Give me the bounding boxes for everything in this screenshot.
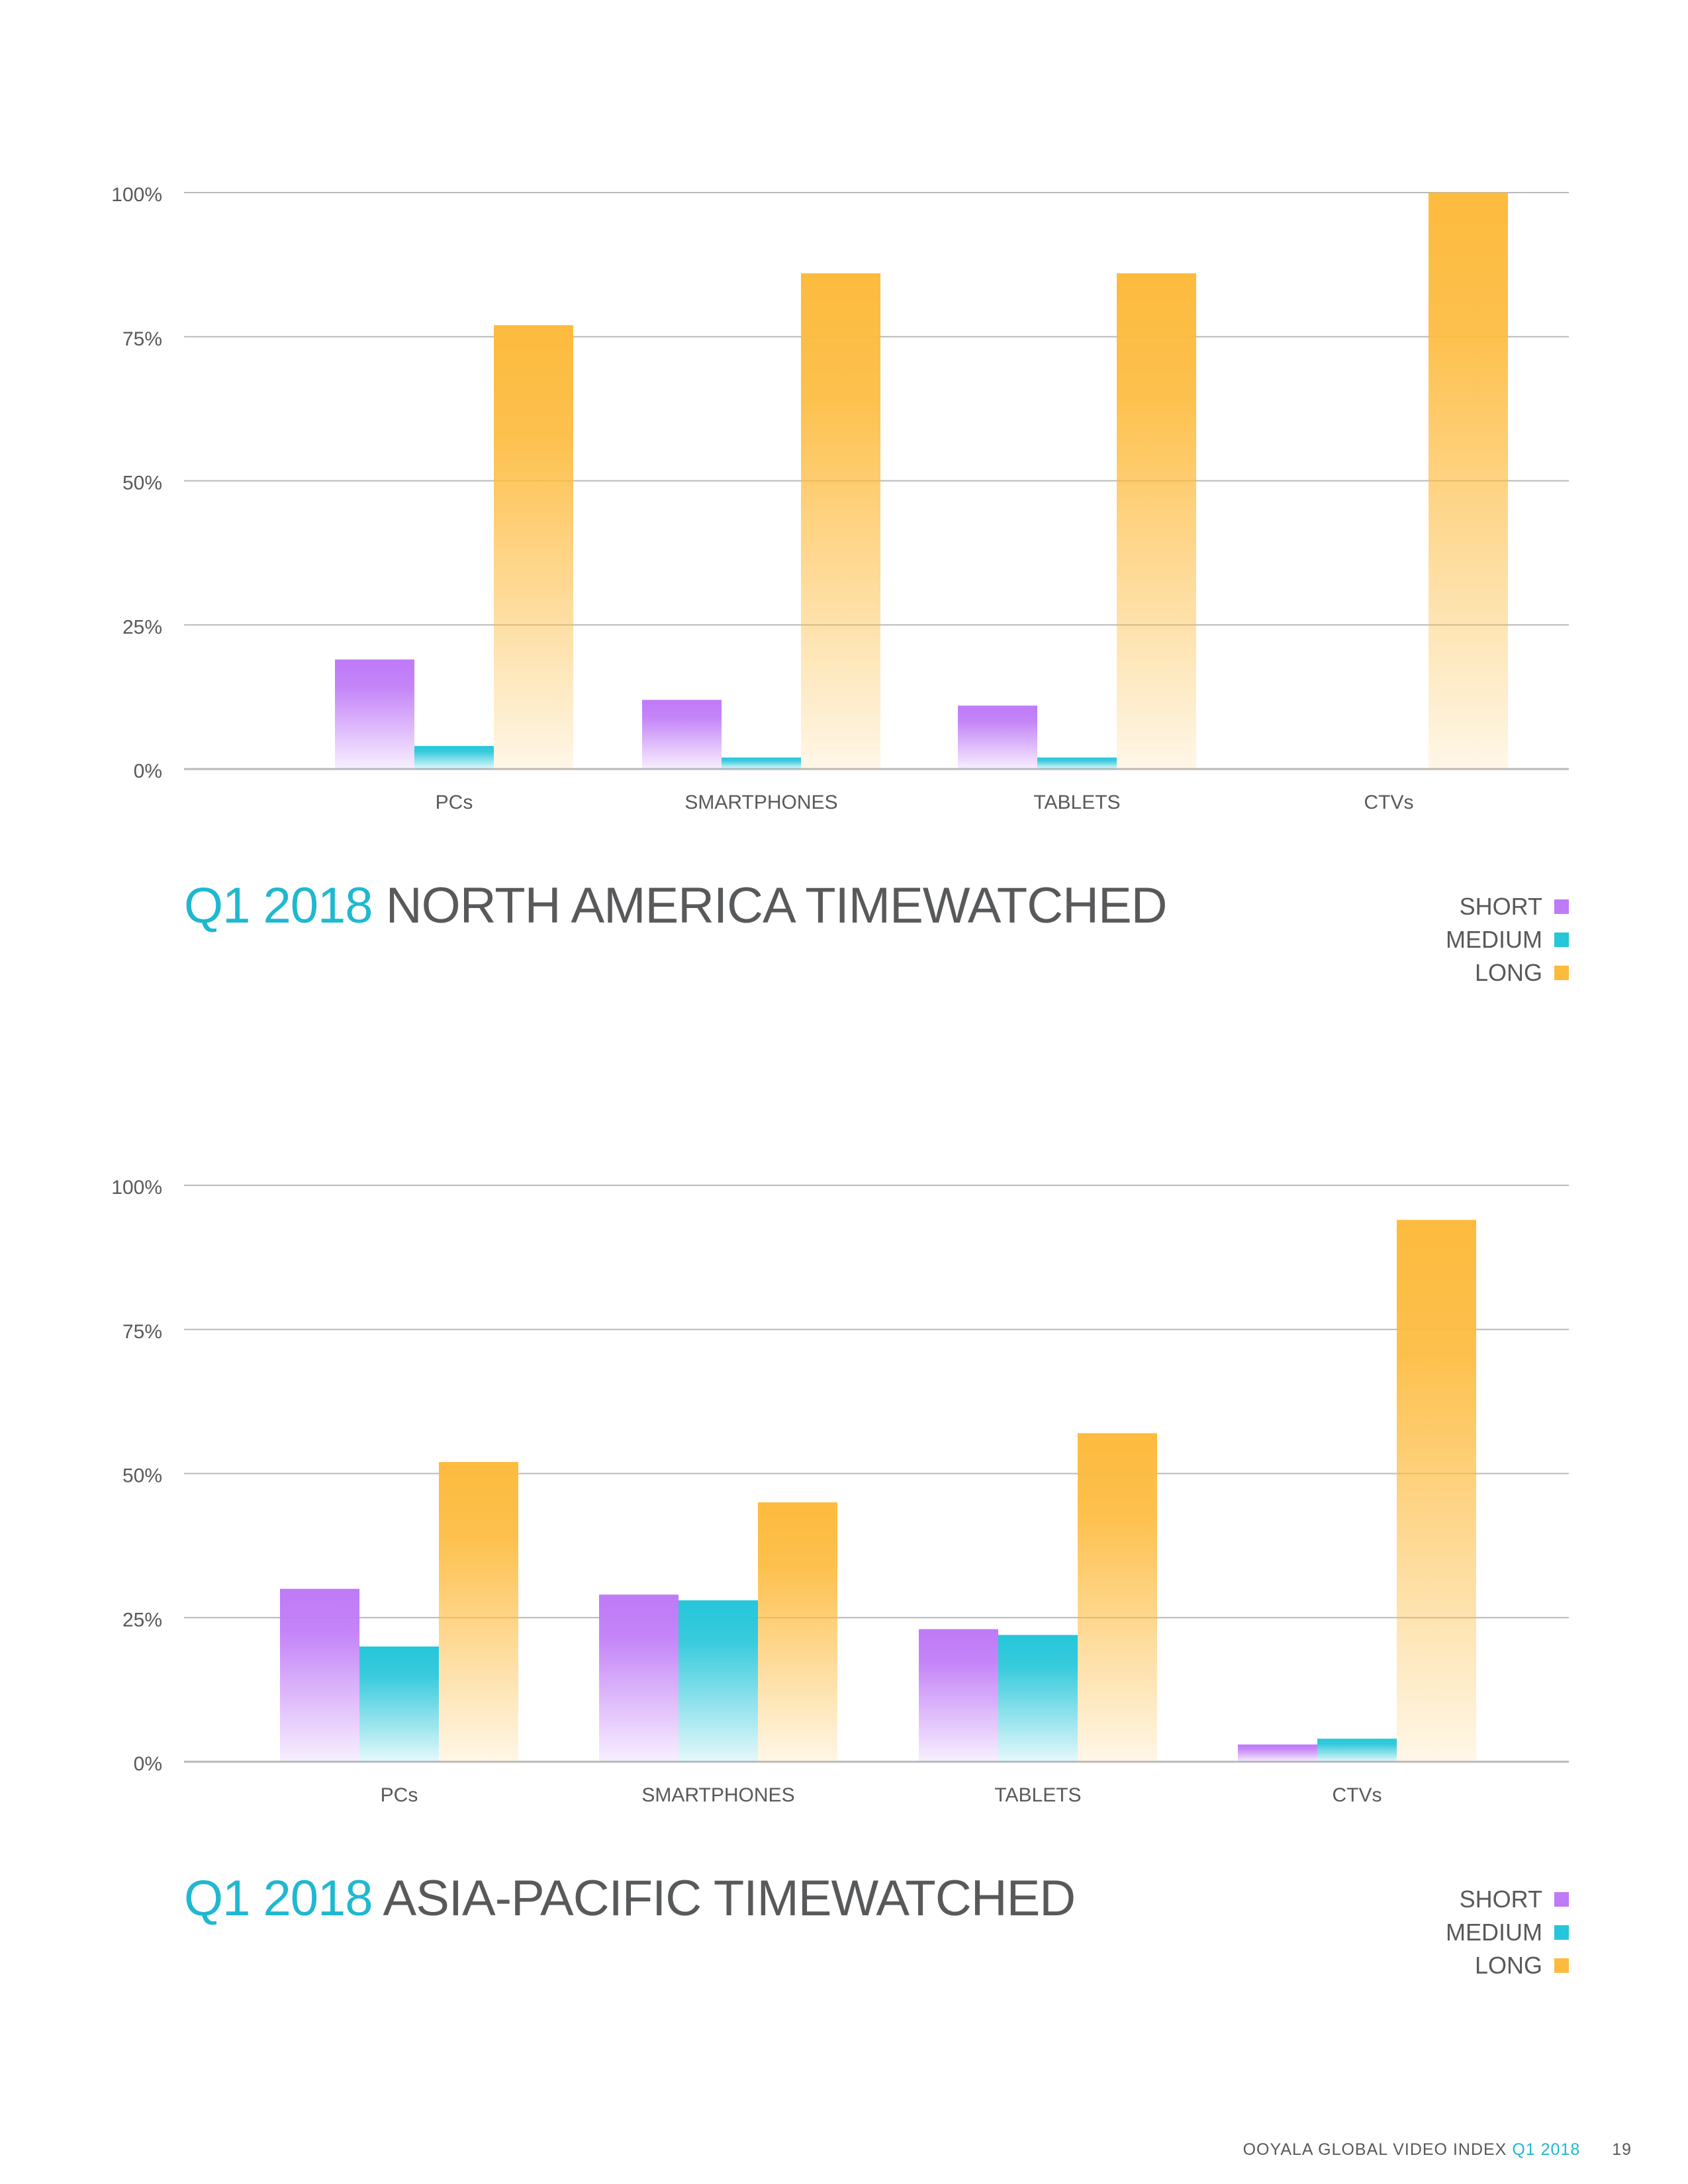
bar-tablets-short [958, 705, 1037, 769]
asia-pacific-chart: 0% 25% 50% 75% 100% PCs SMARTPHONES TABLETS CTVs… [0, 993, 1688, 2025]
bar-tablets-medium [1037, 757, 1117, 769]
bar-tablets-long [1117, 273, 1196, 769]
legend-swatch-long [1554, 1958, 1569, 1973]
legend-item-medium: MEDIUM [1446, 1916, 1569, 1949]
north-america-chart: 0% 25% 50% 75% 100% PCs SMARTPHONES TABLETS CTVs… [0, 0, 1688, 1032]
north-america-chart-title: Q1 2018 NORTH AMERICA TIMEWATCHED [184, 877, 1168, 934]
legend-item-short: SHORT [1460, 890, 1569, 923]
bar-tablets-medium [998, 1635, 1078, 1762]
page-footer: OOYALA GLOBAL VIDEO INDEX Q1 2018 19 [1243, 2140, 1632, 2160]
x-tick-label: SMARTPHONES [641, 1784, 794, 1806]
legend-item-long: LONG [1475, 956, 1569, 989]
x-tick-label: CTVs [1333, 1784, 1382, 1806]
bar-pcs-long [439, 1462, 518, 1762]
legend-swatch-medium [1554, 933, 1569, 947]
bar-pcs-medium [414, 746, 494, 769]
asia-pacific-title-accent: Q1 2018 [184, 1870, 373, 1927]
y-tick-label: 50% [122, 473, 162, 494]
north-america-title-accent: Q1 2018 [184, 878, 373, 934]
legend-swatch-long [1554, 966, 1569, 980]
x-tick-label: TABLETS [994, 1784, 1081, 1806]
bar-ctvs-short [1238, 1744, 1317, 1762]
y-tick-label: 0% [134, 1753, 162, 1775]
bar-ctvs-long [1429, 193, 1508, 769]
y-tick-label: 100% [111, 1177, 162, 1199]
bar-ctvs-medium [1317, 1739, 1397, 1762]
legend-swatch-short [1554, 899, 1569, 914]
legend-swatch-medium [1554, 1925, 1569, 1940]
page-number: 19 [1612, 2140, 1632, 2159]
legend-swatch-short [1554, 1892, 1569, 1907]
y-tick-label: 25% [122, 1609, 162, 1631]
legend-item-medium: MEDIUM [1446, 923, 1569, 956]
x-tick-label: TABLETS [1033, 792, 1120, 813]
y-tick-label: 0% [134, 760, 162, 782]
bar-smartphones-long [801, 273, 880, 769]
legend-label-long: LONG [1474, 959, 1542, 986]
asia-pacific-chart-title: Q1 2018 ASIA-PACIFIC TIMEWATCHED [184, 1870, 1076, 1927]
north-america-title-rest: NORTH AMERICA TIMEWATCHED [385, 878, 1168, 934]
legend-item-long: LONG [1475, 1949, 1569, 1982]
footer-edition: Q1 2018 [1512, 2140, 1581, 2159]
x-tick-label: PCs [436, 792, 473, 813]
x-tick-label: SMARTPHONES [684, 792, 837, 813]
y-tick-label: 75% [122, 1321, 162, 1343]
asia-pacific-bar-chart: 0% 25% 50% 75% 100% PCs SMARTPHONES TABLETS CTVs [111, 1177, 1569, 1806]
asia-pacific-title-rest: ASIA-PACIFIC TIMEWATCHED [383, 1870, 1076, 1927]
bar-ctvs-long [1397, 1220, 1476, 1762]
y-tick-label: 50% [122, 1465, 162, 1487]
x-tick-label: PCs [381, 1784, 418, 1806]
legend-label-medium: MEDIUM [1446, 1919, 1542, 1946]
legend-item-short: SHORT [1460, 1883, 1569, 1916]
x-tick-label: CTVs [1364, 792, 1414, 813]
bar-pcs-short [280, 1588, 359, 1762]
asia-pacific-legend: SHORT MEDIUM LONG [1446, 1883, 1569, 1982]
north-america-legend: SHORT MEDIUM LONG [1446, 890, 1569, 989]
bar-smartphones-short [642, 700, 722, 769]
y-tick-label: 75% [122, 328, 162, 350]
legend-label-short: SHORT [1459, 1886, 1542, 1913]
bar-tablets-short [919, 1629, 998, 1762]
bar-smartphones-long [758, 1502, 837, 1762]
bar-pcs-long [494, 325, 573, 770]
legend-label-long: LONG [1474, 1952, 1542, 1979]
footer-publication: OOYALA GLOBAL VIDEO INDEX [1243, 2140, 1507, 2159]
bar-tablets-long [1078, 1433, 1157, 1762]
north-america-bar-chart: 0% 25% 50% 75% 100% PCs SMARTPHONES TABLETS CTVs [111, 184, 1569, 813]
bar-smartphones-medium [679, 1600, 758, 1762]
y-tick-label: 100% [111, 184, 162, 206]
legend-label-short: SHORT [1459, 893, 1542, 920]
y-tick-label: 25% [122, 616, 162, 638]
bar-pcs-medium [359, 1646, 439, 1762]
bar-smartphones-short [599, 1594, 679, 1762]
legend-label-medium: MEDIUM [1446, 926, 1542, 953]
bar-smartphones-medium [722, 757, 801, 769]
bar-pcs-short [335, 659, 414, 769]
